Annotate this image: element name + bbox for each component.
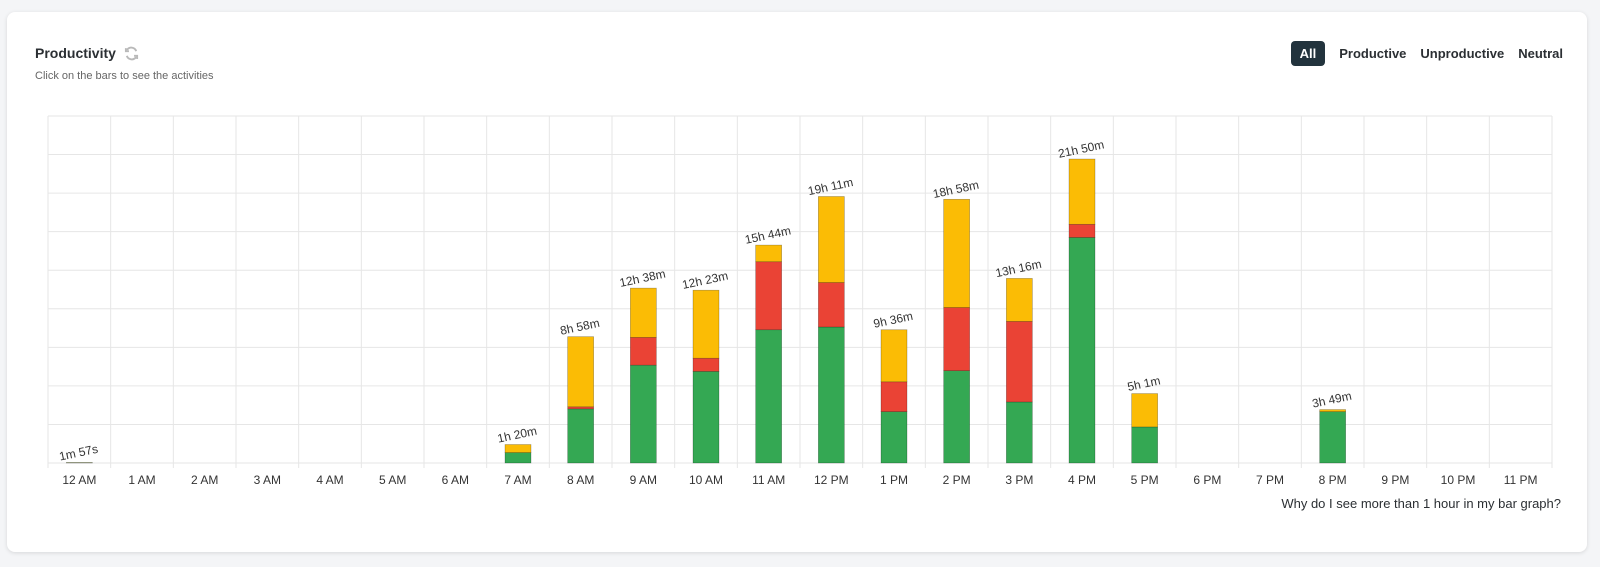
bar-total-label: 21h 50m: [1057, 137, 1106, 160]
bar-segment-productive[interactable]: [1319, 411, 1346, 464]
filter-all-button[interactable]: All: [1290, 41, 1326, 66]
x-tick-label: 7 AM: [504, 473, 531, 487]
x-tick-label: 8 PM: [1319, 473, 1347, 487]
help-link[interactable]: Why do I see more than 1 hour in my bar …: [1281, 496, 1561, 511]
bar-total-label: 8h 58m: [559, 316, 601, 338]
x-tick-label: 1 AM: [128, 473, 155, 487]
bar-segment-productive[interactable]: [1131, 426, 1158, 464]
bar-segment-unproductive[interactable]: [755, 261, 782, 331]
bar-total-label: 18h 58m: [932, 178, 981, 201]
x-tick-label: 1 PM: [880, 473, 908, 487]
x-tick-label: 9 AM: [630, 473, 657, 487]
bar-segment-unproductive[interactable]: [1068, 223, 1096, 238]
filter-productive-button[interactable]: Productive: [1339, 46, 1407, 61]
x-tick-label: 3 PM: [1005, 473, 1033, 487]
bar-segment-neutral[interactable]: [1131, 393, 1158, 428]
chart-grid: [47, 115, 1553, 468]
x-tick-label: 6 PM: [1193, 473, 1221, 487]
bar-total-label: 1m 57s: [58, 442, 99, 464]
bar-segment-productive[interactable]: [1068, 237, 1096, 464]
filter-neutral-button[interactable]: Neutral: [1518, 46, 1563, 61]
bar-segment-productive[interactable]: [630, 364, 657, 464]
bar-segment-productive[interactable]: [755, 329, 782, 464]
bar-segment-neutral[interactable]: [1006, 278, 1033, 322]
x-axis-ticks: 12 AM 1 AM 2 AM 3 AM 4 AM 5 AM 6 AM 7 AM 8 AM 9 A…: [62, 473, 1537, 487]
bar-total-label: 19h 11m: [807, 175, 855, 198]
chart-title: Productivity: [35, 45, 116, 61]
x-tick-label: 5 PM: [1131, 473, 1159, 487]
bar-total-label: 5h 1m: [1126, 373, 1162, 394]
x-tick-label: 2 AM: [191, 473, 218, 487]
x-tick-label: 4 AM: [316, 473, 343, 487]
bar-total-label: 13h 16m: [994, 257, 1043, 280]
bar-total-label: 1h 20m: [496, 424, 538, 446]
bar-segment-unproductive[interactable]: [943, 307, 970, 371]
filter-unproductive-button[interactable]: Unproductive: [1420, 46, 1505, 61]
bar-segment-productive[interactable]: [692, 371, 720, 464]
x-tick-label: 12 PM: [814, 473, 849, 487]
bar-segment-neutral[interactable]: [567, 336, 594, 408]
x-tick-label: 11 AM: [752, 473, 785, 487]
refresh-icon[interactable]: [124, 46, 139, 61]
chart-subtitle: Click on the bars to see the activities: [35, 70, 214, 82]
bar-segment-neutral[interactable]: [943, 198, 970, 308]
bar-segment-unproductive[interactable]: [692, 357, 720, 372]
bar-segment-neutral[interactable]: [504, 444, 532, 453]
x-tick-label: 10 PM: [1441, 473, 1476, 487]
x-tick-label: 6 AM: [442, 473, 469, 487]
filter-group: All Productive Unproductive Neutral: [1290, 41, 1563, 66]
bar-segment-productive[interactable]: [504, 452, 532, 464]
bar-total-label: 12h 23m: [681, 269, 730, 292]
title-row: Productivity: [35, 45, 139, 61]
x-tick-label: 11 PM: [1504, 473, 1538, 487]
x-tick-label: 9 PM: [1381, 473, 1409, 487]
bar-segment-neutral[interactable]: [755, 244, 782, 263]
bar-total-label: 15h 44m: [744, 223, 793, 246]
bar-segment-unproductive[interactable]: [1006, 321, 1033, 403]
x-tick-label: 10 AM: [689, 473, 723, 487]
x-tick-label: 2 PM: [943, 473, 971, 487]
x-tick-label: 4 PM: [1068, 473, 1096, 487]
bar-segment-productive[interactable]: [943, 370, 970, 464]
bar-segment-productive[interactable]: [567, 408, 594, 464]
bar-segment-unproductive[interactable]: [880, 381, 908, 412]
bar-segment-neutral[interactable]: [1068, 158, 1096, 225]
bar-segment-productive[interactable]: [818, 326, 845, 464]
bar-segment-unproductive[interactable]: [818, 282, 845, 328]
bar-segment-neutral[interactable]: [818, 196, 845, 283]
bar-segment-neutral[interactable]: [880, 329, 908, 383]
bar-segment-neutral[interactable]: [692, 289, 720, 359]
bar-segment-neutral[interactable]: [630, 287, 657, 338]
x-tick-label: 7 PM: [1256, 473, 1284, 487]
bar-total-label: 3h 49m: [1311, 389, 1353, 411]
bar-total-label: 9h 36m: [872, 309, 914, 331]
x-tick-label: 12 AM: [62, 473, 96, 487]
bar-segment-productive[interactable]: [880, 411, 908, 464]
bar-segment-unproductive[interactable]: [567, 406, 594, 410]
x-tick-label: 5 AM: [379, 473, 406, 487]
x-tick-label: 3 AM: [254, 473, 281, 487]
bar-segment-productive[interactable]: [1006, 401, 1033, 464]
bar-segment-unproductive[interactable]: [630, 337, 657, 366]
x-tick-label: 8 AM: [567, 473, 594, 487]
bar-segment-neutral[interactable]: [1319, 409, 1346, 412]
